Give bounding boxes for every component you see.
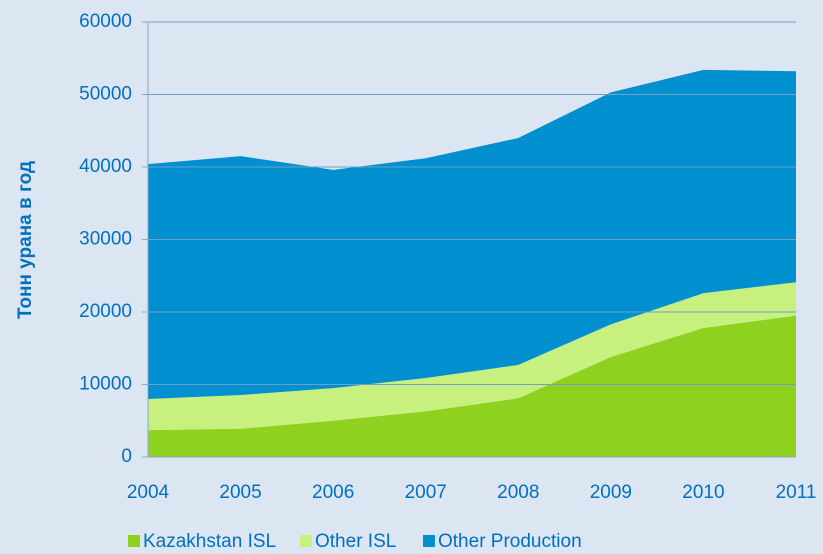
area	[148, 69, 796, 399]
y-tick-label: 40000	[79, 156, 132, 177]
y-axis-label: Тонн урана в год	[15, 161, 36, 319]
x-tick-label: 2011	[776, 482, 817, 503]
y-tick-label: 50000	[79, 84, 132, 105]
x-tick-label: 2008	[497, 482, 539, 503]
legend-label: Other Production	[438, 531, 582, 552]
y-tick-label: 30000	[79, 229, 132, 250]
legend-swatch	[300, 535, 312, 547]
y-tick-label: 60000	[79, 11, 132, 32]
x-tick-label: 2007	[405, 482, 447, 503]
legend-label: Kazakhstan ISL	[143, 531, 276, 552]
y-tick-label: 20000	[79, 301, 132, 322]
y-tick-label: 0	[121, 446, 132, 467]
legend-swatch	[423, 535, 435, 547]
x-tick-label: 2009	[590, 482, 632, 503]
y-tick-label: 10000	[79, 374, 132, 395]
x-tick-label: 2004	[127, 482, 170, 503]
x-tick-label: 2006	[312, 482, 354, 503]
x-tick-label: 2010	[682, 482, 724, 503]
legend-swatch	[128, 535, 140, 547]
x-tick-label: 2005	[219, 482, 261, 503]
area	[148, 315, 796, 457]
legend-label: Other ISL	[315, 531, 396, 552]
area	[148, 282, 796, 431]
